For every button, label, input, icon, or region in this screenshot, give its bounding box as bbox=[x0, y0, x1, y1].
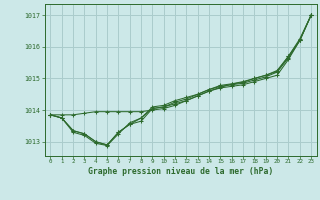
X-axis label: Graphe pression niveau de la mer (hPa): Graphe pression niveau de la mer (hPa) bbox=[88, 167, 273, 176]
